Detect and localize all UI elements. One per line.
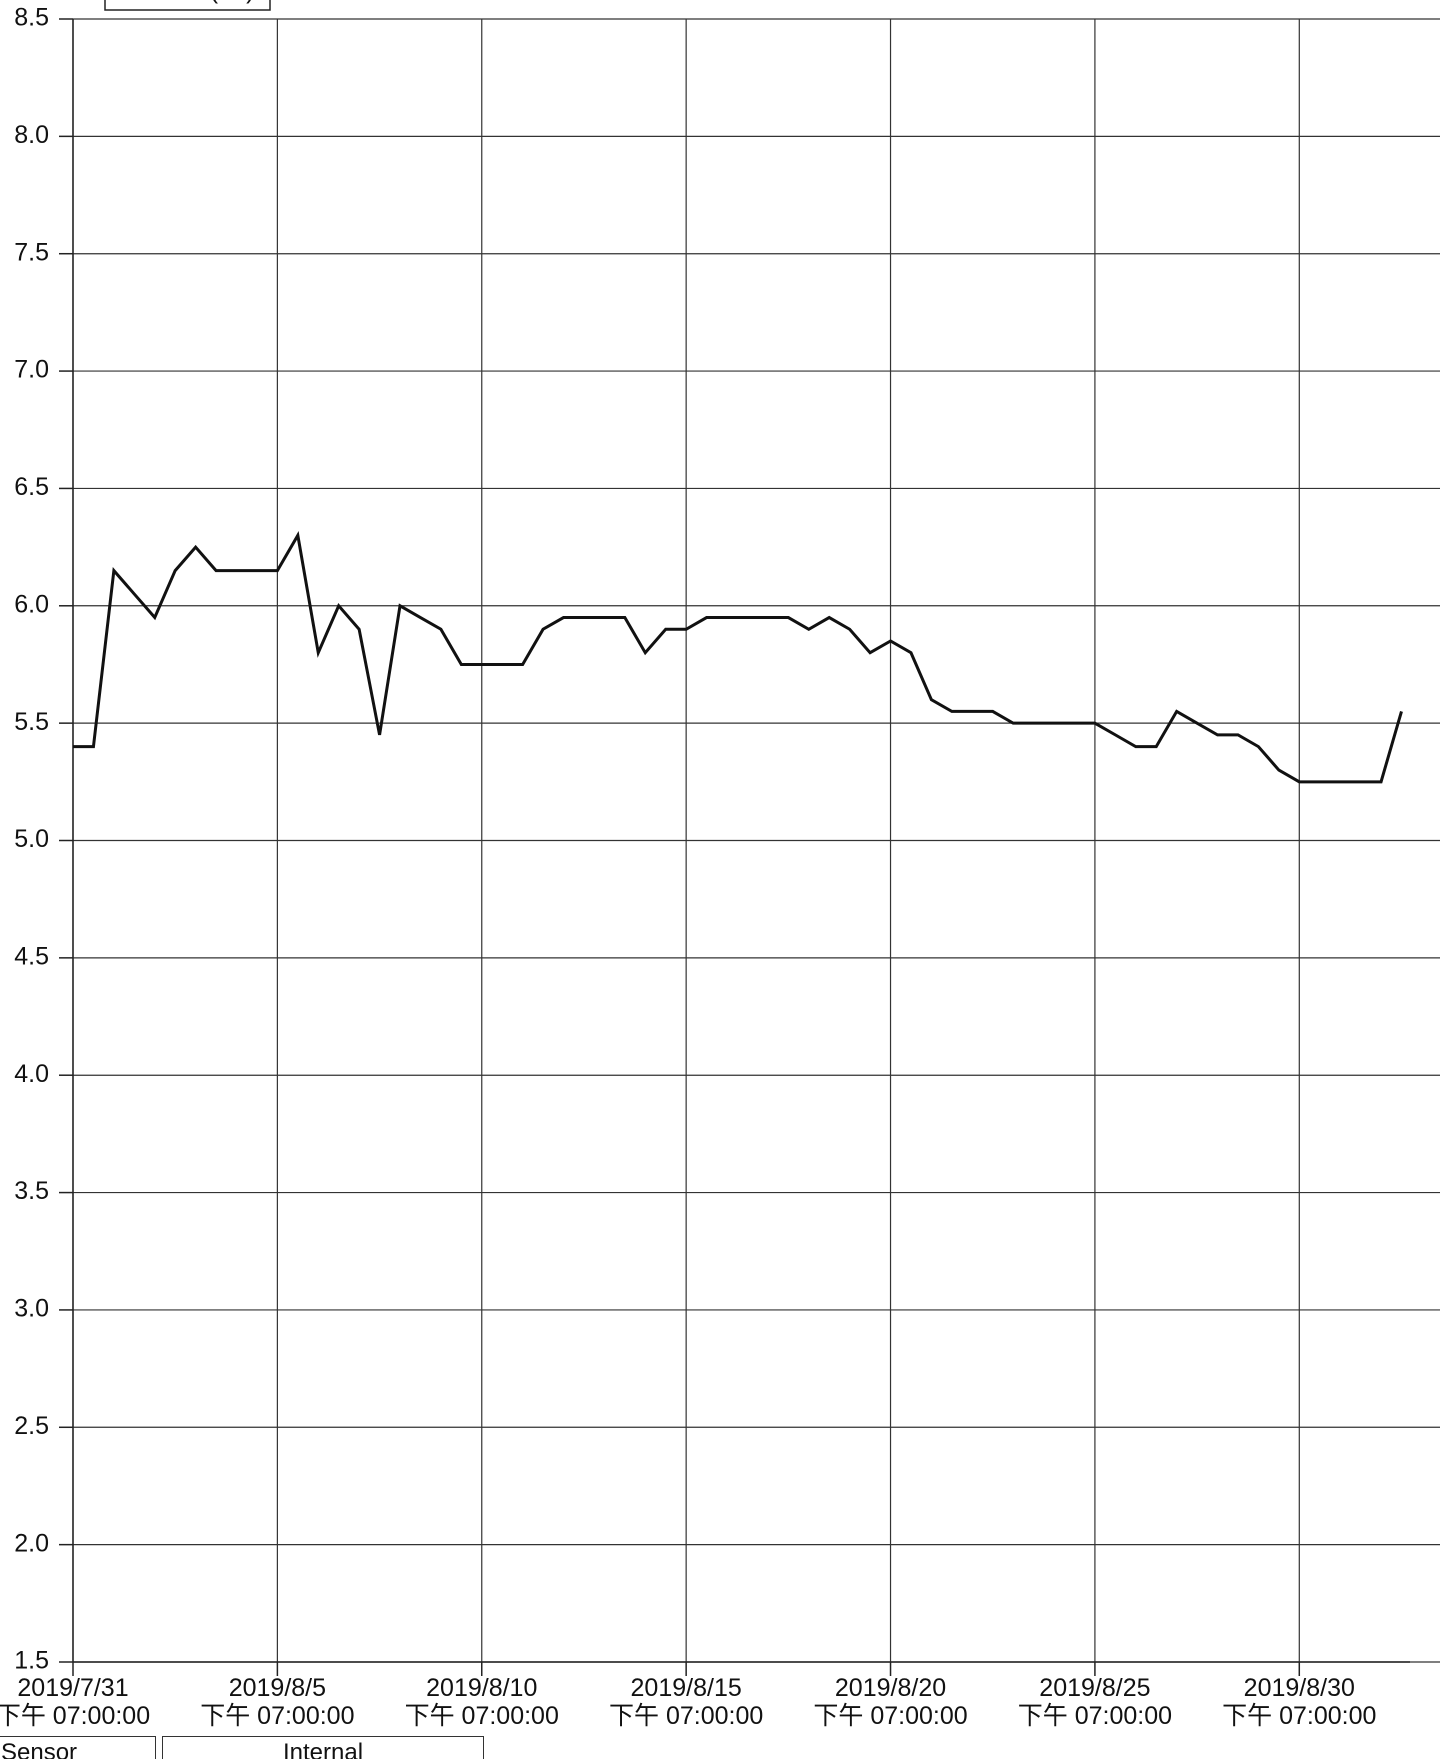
y-tick-label: 3.0 [14, 1295, 49, 1323]
legend-label: Internal (°C) [119, 0, 254, 5]
x-tick-label: 2019/7/31 下午 07:00:00 [0, 1674, 151, 1730]
y-tick-label: 6.5 [14, 473, 49, 501]
y-tick-label: 5.5 [14, 708, 49, 736]
y-tick-label: 3.5 [14, 1177, 49, 1205]
x-tick-label: 2019/8/5 下午 07:00:00 [200, 1674, 355, 1730]
legend-box [104, 0, 271, 11]
y-tick-label: 2.0 [14, 1529, 49, 1557]
x-tick-label: 2019/8/30 下午 07:00:00 [1222, 1674, 1377, 1730]
y-tick-label: 1.5 [14, 1647, 49, 1675]
y-tick-label: 6.0 [14, 590, 49, 618]
y-tick-label: 8.5 [14, 4, 49, 32]
x-tick-label: 2019/8/20 下午 07:00:00 [813, 1674, 968, 1730]
y-tick-label: 4.5 [14, 942, 49, 970]
y-tick-label: 8.0 [14, 121, 49, 149]
y-tick-label: 7.5 [14, 238, 49, 266]
x-tick-label: 2019/8/25 下午 07:00:00 [1017, 1674, 1173, 1730]
table-cell: Internal [162, 1736, 484, 1759]
y-tick-label: 5.0 [14, 825, 49, 853]
table-header: Sensor Name [0, 1736, 156, 1759]
y-tick-label: 7.0 [14, 356, 49, 384]
y-tick-label: 4.0 [14, 1060, 49, 1088]
data-line [73, 531, 1403, 784]
x-tick-label: 2019/8/10 下午 07:00:00 [404, 1674, 559, 1730]
x-tick-label: 2019/8/15 下午 07:00:00 [609, 1674, 764, 1730]
y-tick-label: 2.5 [14, 1412, 49, 1440]
